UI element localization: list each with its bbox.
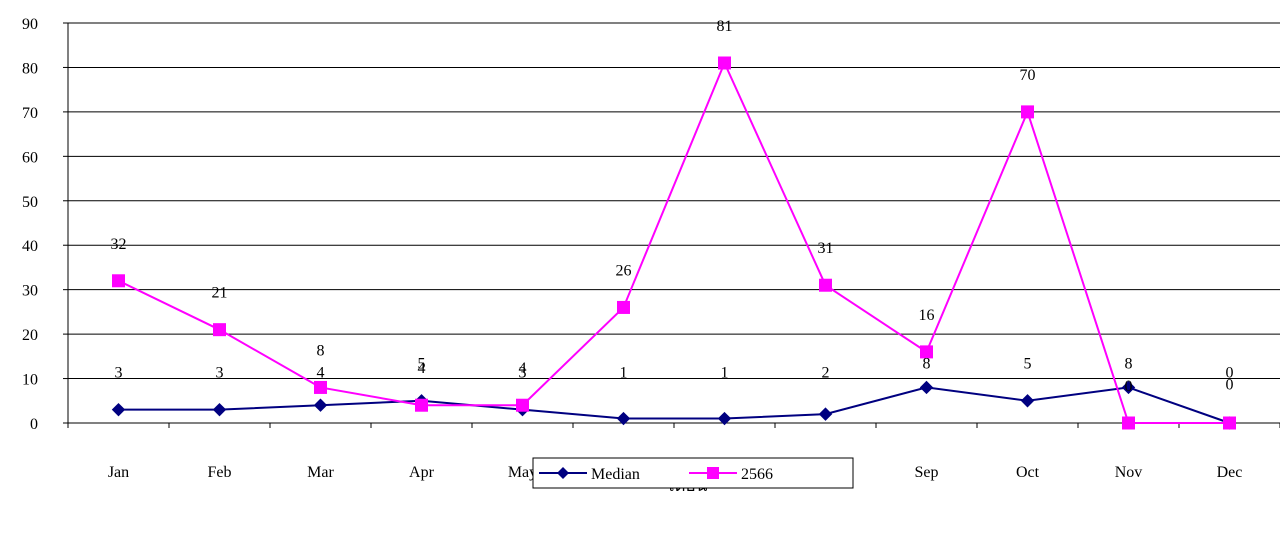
x-tick-label-feb: Feb bbox=[208, 464, 232, 481]
data-label-2566-sep: 16 bbox=[919, 307, 935, 324]
data-label-median-dec: 0 bbox=[1226, 365, 1234, 382]
data-label-median-sep: 8 bbox=[923, 356, 931, 373]
series-line-median bbox=[118, 386, 1230, 424]
data-label-2566-oct: 70 bbox=[1020, 67, 1036, 84]
data-label-2566-jan: 32 bbox=[111, 236, 127, 253]
y-tick-label-30: 30 bbox=[22, 283, 38, 300]
point-2566-apr bbox=[415, 398, 428, 412]
y-tick-label-50: 50 bbox=[22, 194, 38, 211]
point-median-sep bbox=[919, 380, 934, 395]
legend-marker-median bbox=[557, 467, 569, 479]
data-label-median-nov: 8 bbox=[1125, 356, 1133, 373]
point-median-jan bbox=[111, 402, 126, 417]
point-median-jul bbox=[717, 411, 732, 426]
gridlines bbox=[68, 22, 1280, 380]
y-tick-label-20: 20 bbox=[22, 327, 38, 344]
x-tick-label-jan: Jan bbox=[108, 464, 129, 481]
data-label-2566-jul: 81 bbox=[717, 18, 733, 35]
x-tick-label-nov: Nov bbox=[1115, 464, 1143, 481]
y-tick-label-40: 40 bbox=[22, 238, 38, 255]
point-2566-dec bbox=[1223, 416, 1236, 430]
data-label-median-oct: 5 bbox=[1024, 356, 1032, 373]
point-median-mar bbox=[313, 398, 328, 412]
data-label-2566-jun: 26 bbox=[616, 262, 632, 279]
data-label-median-apr: 5 bbox=[418, 356, 426, 373]
x-tick-label-dec: Dec bbox=[1217, 464, 1243, 481]
point-2566-aug bbox=[819, 278, 832, 292]
series-line-2566 bbox=[118, 60, 1230, 424]
data-label-2566-dec: 0 bbox=[1226, 377, 1234, 394]
y-tick-label-90: 90 bbox=[22, 16, 38, 33]
point-2566-sep bbox=[920, 345, 933, 359]
data-label-2566-aug: 31 bbox=[818, 240, 834, 257]
data-label-median-aug: 2 bbox=[822, 365, 830, 382]
data-label-median-may: 3 bbox=[519, 365, 527, 382]
x-tick-label-may: May bbox=[508, 464, 537, 481]
data-label-median-jul: 1 bbox=[721, 365, 729, 382]
axes bbox=[67, 23, 1280, 424]
point-median-oct bbox=[1020, 394, 1035, 408]
x-tick-label-oct: Oct bbox=[1016, 464, 1040, 481]
y-tick-label-70: 70 bbox=[22, 105, 38, 122]
point-2566-jun bbox=[617, 300, 630, 314]
y-tick-label-0: 0 bbox=[30, 416, 38, 433]
data-label-median-feb: 3 bbox=[216, 365, 224, 382]
point-2566-may bbox=[516, 398, 529, 412]
data-label-median-jun: 1 bbox=[620, 365, 628, 382]
data-label-2566-apr: 4 bbox=[418, 360, 426, 377]
data-label-2566-mar: 8 bbox=[317, 342, 325, 359]
point-2566-jul bbox=[718, 56, 731, 70]
y-tick-label-80: 80 bbox=[22, 60, 38, 77]
data-label-2566-may: 4 bbox=[519, 360, 527, 377]
point-2566-nov bbox=[1122, 416, 1135, 430]
point-2566-mar bbox=[314, 380, 327, 394]
point-median-nov bbox=[1121, 380, 1136, 395]
series-group bbox=[111, 56, 1237, 430]
data-label-2566-nov: 0 bbox=[1125, 378, 1133, 395]
point-2566-jan bbox=[112, 274, 125, 288]
point-median-feb bbox=[212, 402, 227, 417]
point-2566-oct bbox=[1021, 105, 1034, 119]
legend-label-2566: 2566 bbox=[741, 466, 773, 483]
x-tick-label-apr: Apr bbox=[409, 464, 435, 481]
point-2566-feb bbox=[213, 323, 226, 337]
data-label-2566-feb: 21 bbox=[212, 285, 228, 302]
data-label-median-mar: 4 bbox=[317, 365, 325, 382]
y-axis-ticks: 0 10 20 30 40 50 60 70 80 90 bbox=[22, 16, 68, 433]
legend-marker-2566 bbox=[707, 467, 719, 479]
x-tick-label-sep: Sep bbox=[915, 464, 939, 481]
point-median-jun bbox=[616, 411, 631, 426]
x-tick-label-mar: Mar bbox=[307, 464, 334, 481]
y-tick-label-10: 10 bbox=[22, 372, 38, 389]
point-median-aug bbox=[818, 407, 833, 421]
legend: Median 2566 bbox=[532, 457, 854, 489]
legend-label-median: Median bbox=[591, 466, 640, 483]
data-label-median-jan: 3 bbox=[115, 365, 123, 382]
y-tick-label-60: 60 bbox=[22, 149, 38, 166]
